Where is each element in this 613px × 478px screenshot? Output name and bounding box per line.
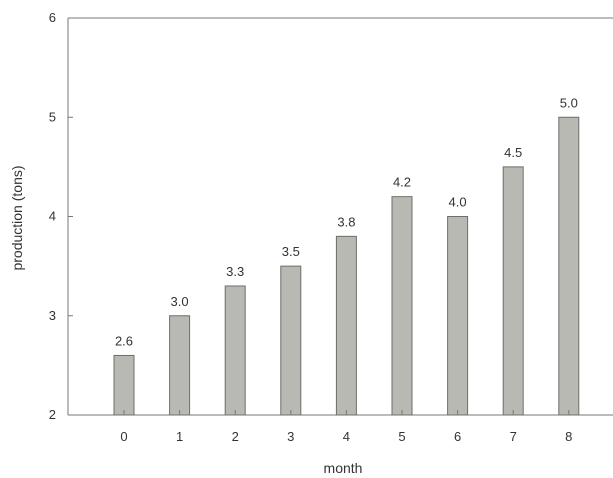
x-axis-ticks: 0 1 2 3 4 5 6 7 8: [120, 410, 572, 444]
y-tick-label: 4: [49, 209, 56, 224]
bar: [391, 196, 413, 416]
x-tick-label: 8: [565, 429, 572, 444]
y-axis-title: production (tons): [9, 165, 25, 270]
y-axis-ticks: 2 3 4 5 6: [49, 10, 73, 422]
bar: [447, 216, 469, 416]
x-tick-label: 3: [287, 429, 294, 444]
x-tick-label: 0: [120, 429, 127, 444]
bar-data-label: 4.5: [504, 145, 522, 160]
y-tick-label: 5: [49, 109, 56, 124]
bar: [280, 265, 302, 416]
x-tick-label: 7: [510, 429, 517, 444]
bar: [169, 315, 191, 416]
y-tick-label: 2: [49, 407, 56, 422]
bar-data-label: 3.5: [282, 244, 300, 259]
bar: [502, 166, 524, 416]
bar-data-label: 5.0: [560, 95, 578, 110]
bar-data-label: 4.2: [393, 175, 411, 190]
bar: [224, 285, 246, 416]
bar-data-label: 3.0: [171, 294, 189, 309]
bars: 2.6 3.0 3.3 3.5 3.8 4.2 4.0 4.5 5.0: [113, 95, 580, 416]
x-tick-label: 1: [176, 429, 183, 444]
bar-data-label: 3.8: [337, 214, 355, 229]
x-tick-label: 6: [454, 429, 461, 444]
bar-data-label: 2.6: [115, 333, 133, 348]
bar-data-label: 4.0: [449, 195, 467, 210]
bar: [558, 116, 580, 416]
x-tick-label: 5: [398, 429, 405, 444]
y-tick-label: 3: [49, 308, 56, 323]
bar: [113, 354, 135, 416]
y-tick-label: 6: [49, 10, 56, 25]
x-tick-label: 4: [343, 429, 350, 444]
bar-data-label: 3.3: [226, 264, 244, 279]
bar: [335, 235, 357, 416]
x-tick-label: 2: [232, 429, 239, 444]
x-axis-title: month: [324, 460, 363, 476]
